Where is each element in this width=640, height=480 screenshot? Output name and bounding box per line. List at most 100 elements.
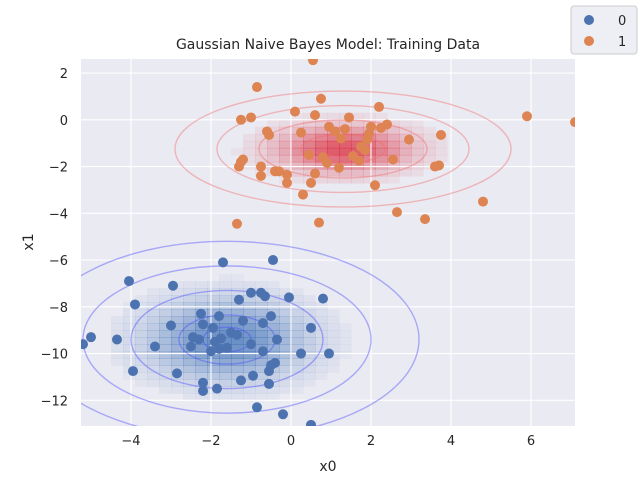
- heat-cell: [159, 372, 172, 380]
- heat-cell: [195, 344, 208, 352]
- heat-cell: [219, 302, 232, 310]
- point-class-0: [260, 291, 270, 302]
- heat-cell: [159, 330, 172, 338]
- point-class-1: [330, 126, 340, 137]
- heat-cell: [435, 154, 448, 163]
- heat-cell: [135, 379, 148, 387]
- point-class-1: [296, 127, 306, 138]
- heat-cell: [399, 168, 412, 177]
- heat-cell: [267, 372, 280, 380]
- heat-cell: [111, 330, 124, 338]
- heat-cell: [255, 358, 268, 366]
- heat-cell: [279, 337, 292, 345]
- point-class-0: [324, 348, 334, 359]
- heat-cell: [195, 288, 208, 296]
- heat-cell: [123, 372, 136, 380]
- heat-cell: [147, 309, 160, 317]
- heat-cell: [267, 140, 280, 149]
- point-class-1: [404, 134, 414, 145]
- heat-cell: [375, 147, 388, 156]
- heat-cell: [255, 309, 268, 317]
- point-class-1: [434, 160, 444, 171]
- heat-cell: [243, 140, 256, 149]
- point-class-0: [128, 366, 138, 377]
- point-class-0: [306, 322, 316, 333]
- heat-cell: [279, 288, 292, 296]
- heat-cell: [171, 337, 184, 345]
- heat-cell: [171, 344, 184, 352]
- point-class-0: [268, 255, 278, 266]
- heat-cell: [219, 274, 232, 282]
- heat-cell: [279, 140, 292, 149]
- heat-cell: [171, 379, 184, 387]
- heat-cell: [147, 365, 160, 373]
- heat-cell: [291, 119, 304, 128]
- heat-cell: [423, 126, 436, 135]
- heat-cell: [231, 344, 244, 352]
- point-class-1: [336, 133, 346, 144]
- heat-cell: [255, 330, 268, 338]
- x-tick-label: 6: [527, 434, 535, 449]
- heat-cell: [171, 288, 184, 296]
- heat-cell: [303, 330, 316, 338]
- heat-cell: [303, 351, 316, 359]
- heat-cell: [327, 323, 340, 331]
- point-class-0: [232, 329, 242, 340]
- heat-cell: [279, 154, 292, 163]
- heat-cell: [123, 337, 136, 345]
- heat-cell: [279, 379, 292, 387]
- heat-cell: [219, 379, 232, 387]
- heat-cell: [303, 379, 316, 387]
- point-class-0: [318, 293, 328, 304]
- point-class-0: [258, 346, 268, 357]
- heat-cell: [423, 140, 436, 149]
- heat-cell: [267, 344, 280, 352]
- heat-cell: [219, 358, 232, 366]
- heat-cell: [303, 372, 316, 380]
- heat-cell: [243, 281, 256, 289]
- heat-cell: [231, 365, 244, 373]
- heat-cell: [147, 358, 160, 366]
- heat-cell: [339, 140, 352, 149]
- heat-cell: [183, 358, 196, 366]
- heat-cell: [327, 365, 340, 373]
- heat-cell: [267, 295, 280, 303]
- heat-cell: [171, 330, 184, 338]
- heat-cell: [243, 358, 256, 366]
- heat-cell: [147, 337, 160, 345]
- heat-cell: [183, 281, 196, 289]
- point-class-0: [216, 333, 226, 344]
- heat-cell: [207, 393, 220, 401]
- point-class-0: [284, 292, 294, 303]
- heat-cell: [231, 281, 244, 289]
- heat-cell: [303, 168, 316, 177]
- point-class-1: [370, 180, 380, 191]
- heat-cell: [255, 372, 268, 380]
- heat-cell: [231, 147, 244, 156]
- heat-cell: [327, 119, 340, 128]
- point-class-1: [388, 154, 398, 165]
- heat-cell: [399, 119, 412, 128]
- point-class-1: [392, 207, 402, 218]
- y-tick-label: 2: [60, 67, 68, 82]
- heat-cell: [231, 274, 244, 282]
- point-class-0: [198, 377, 208, 388]
- point-class-1: [252, 82, 262, 93]
- heat-cell: [147, 330, 160, 338]
- heat-cell: [243, 316, 256, 324]
- heat-cell: [195, 358, 208, 366]
- point-class-0: [270, 357, 280, 368]
- heat-cell: [243, 147, 256, 156]
- heat-cell: [291, 161, 304, 170]
- heat-cell: [315, 168, 328, 177]
- heat-cell: [219, 337, 232, 345]
- heat-cell: [435, 140, 448, 149]
- heat-cell: [303, 302, 316, 310]
- point-class-0: [272, 334, 282, 345]
- heat-cell: [255, 147, 268, 156]
- heat-cell: [267, 323, 280, 331]
- heat-cell: [207, 365, 220, 373]
- heat-cell: [171, 316, 184, 324]
- heat-cell: [303, 358, 316, 366]
- heat-cell: [387, 175, 400, 184]
